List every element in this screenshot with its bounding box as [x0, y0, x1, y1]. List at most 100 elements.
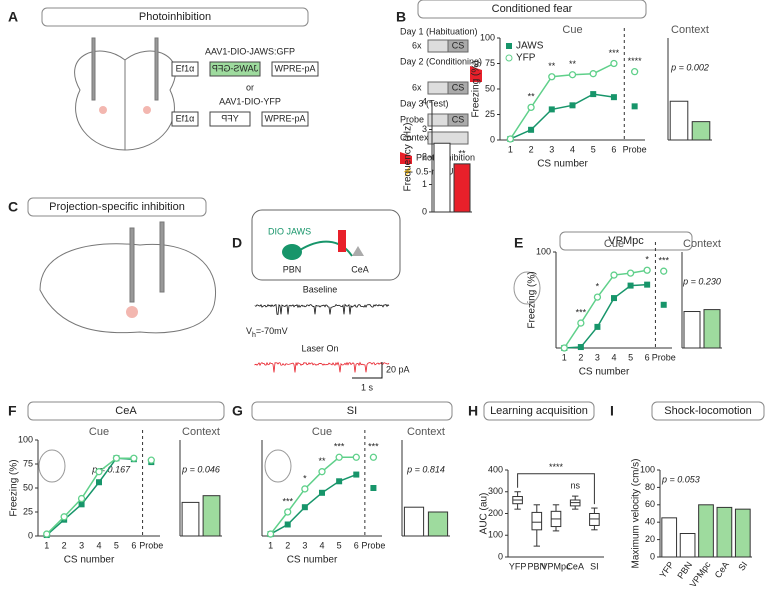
point: [527, 103, 535, 112]
x-axis-label: CS number: [287, 555, 338, 566]
protocol-box: [447, 39, 469, 53]
y-tick-label: 40: [645, 517, 655, 527]
header: VPMpc: [608, 235, 644, 247]
significance: **: [569, 59, 577, 69]
point: [353, 471, 360, 478]
point: [630, 68, 639, 76]
y-tick-label: 1: [422, 179, 427, 189]
y-tick-label: 25: [23, 506, 33, 516]
y-axis-label: Freezing (%): [471, 60, 482, 117]
x-tick-label: 1: [268, 540, 273, 550]
chart-title: Context: [671, 24, 709, 36]
construct-name: AAV1-DIO-JAWS:GFP: [205, 46, 295, 56]
point: [660, 301, 667, 308]
x-axis-label: CS number: [537, 159, 588, 170]
x-tick-label: YFP: [658, 560, 676, 580]
laser: [338, 230, 346, 252]
x-tick-label: 6: [131, 540, 136, 550]
panel-label: B: [396, 9, 406, 25]
point: [369, 453, 378, 461]
point: [130, 454, 138, 462]
point: [301, 504, 308, 511]
point: [610, 271, 618, 279]
schematic-frame: [251, 209, 401, 281]
brain-illustration: [74, 37, 176, 151]
y-tick-label: 0: [28, 530, 33, 540]
bar: [716, 506, 733, 558]
x-axis-label: CS number: [579, 367, 630, 378]
chart-title: Context: [683, 238, 721, 250]
construct-block: [171, 61, 199, 77]
schematic-label: CeA: [351, 264, 369, 274]
chart-title: Context: [182, 426, 220, 438]
y-axis-label: Freezing (%): [527, 271, 538, 328]
trace-label: V: [246, 326, 252, 336]
panel-label: E: [514, 235, 523, 251]
point: [560, 344, 568, 352]
significance: ****: [628, 56, 643, 66]
point: [611, 295, 617, 302]
y-tick-label: 4: [422, 96, 427, 106]
header: CeA: [115, 405, 137, 417]
point: [631, 103, 638, 110]
y-tick-label: 300: [488, 486, 503, 496]
inset: [264, 449, 292, 483]
x-tick-label: 2: [62, 540, 67, 550]
construct-block: [209, 111, 251, 127]
neuron: [352, 246, 364, 256]
point: [569, 102, 576, 109]
protocol-box: [427, 131, 469, 145]
trace-label: h: [252, 332, 256, 339]
chart-title: Context: [407, 426, 445, 438]
header-box: [27, 401, 225, 421]
protocol-text: Probe: [400, 114, 424, 124]
construct-block: [209, 61, 261, 77]
projection: [299, 240, 353, 257]
x-tick-label: 4: [570, 144, 575, 154]
y-tick-label: 0: [422, 206, 427, 216]
significance: **: [528, 92, 536, 102]
construct-text: YFP: [221, 113, 239, 123]
point: [610, 94, 617, 101]
x-tick-label: 6: [645, 352, 650, 362]
chart-title: Cue: [562, 24, 582, 36]
significance: ***: [334, 442, 345, 452]
x-tick-label: 3: [79, 540, 84, 550]
series-line: [509, 62, 615, 140]
header-box: [417, 0, 647, 19]
inset: [38, 449, 66, 483]
protocol-box: [447, 113, 469, 127]
y-tick-label: 75: [485, 58, 495, 68]
y-tick-label: 100: [536, 246, 551, 256]
x-tick-label: 4: [611, 352, 616, 362]
significance: ***: [368, 442, 379, 452]
y-tick-label: 0: [498, 551, 503, 561]
panel-label: C: [8, 199, 18, 215]
x-tick-label: CeA: [566, 561, 584, 571]
significance: **: [548, 61, 556, 71]
x-tick-label: Probe: [361, 540, 385, 550]
y-tick-label: 3: [422, 124, 427, 134]
y-axis-label: Frequency (Hz): [403, 123, 414, 192]
bar: [202, 495, 221, 537]
x-tick-label: 6: [354, 540, 359, 550]
significance: ***: [609, 48, 620, 58]
annotation: p = 0.167: [91, 464, 131, 474]
x-tick-label: 1: [508, 144, 513, 154]
trace: [254, 303, 390, 315]
protocol-box: [427, 81, 449, 95]
shock-icon: ⚡: [402, 165, 413, 177]
protocol-text: Context: [400, 132, 432, 142]
panel-label: D: [232, 235, 242, 251]
trace-label: Laser On: [301, 343, 338, 353]
point: [610, 59, 618, 68]
point: [528, 126, 535, 133]
point: [593, 293, 602, 301]
panel-label: H: [468, 403, 478, 419]
chart-title: Cue: [604, 238, 624, 250]
header-box: [27, 197, 207, 217]
point: [626, 269, 635, 277]
y-tick-label: 100: [480, 32, 495, 42]
construct-text: WPRE-pA: [274, 63, 315, 73]
header-box: [483, 401, 595, 421]
